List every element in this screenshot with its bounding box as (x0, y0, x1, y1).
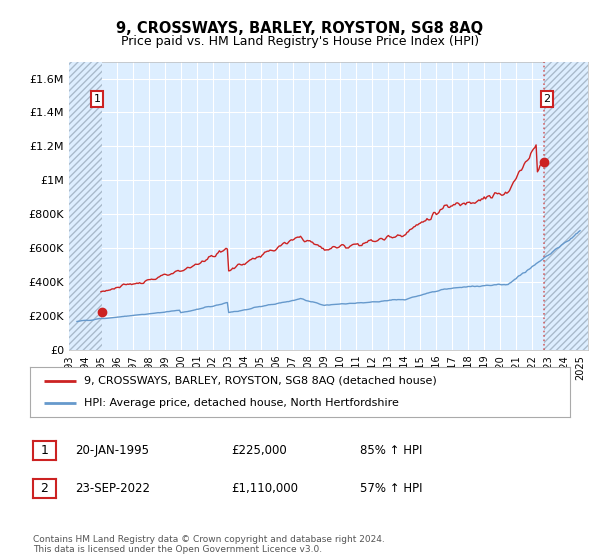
Text: Price paid vs. HM Land Registry's House Price Index (HPI): Price paid vs. HM Land Registry's House … (121, 35, 479, 48)
Text: 2: 2 (40, 482, 49, 495)
Text: Contains HM Land Registry data © Crown copyright and database right 2024.
This d: Contains HM Land Registry data © Crown c… (33, 535, 385, 554)
Text: 85% ↑ HPI: 85% ↑ HPI (360, 444, 422, 457)
Text: 23-SEP-2022: 23-SEP-2022 (75, 482, 150, 495)
Text: £225,000: £225,000 (231, 444, 287, 457)
Text: 9, CROSSWAYS, BARLEY, ROYSTON, SG8 8AQ (detached house): 9, CROSSWAYS, BARLEY, ROYSTON, SG8 8AQ (… (84, 376, 437, 386)
Text: 57% ↑ HPI: 57% ↑ HPI (360, 482, 422, 495)
Bar (69, 62, 102, 350)
Text: HPI: Average price, detached house, North Hertfordshire: HPI: Average price, detached house, Nort… (84, 398, 399, 408)
Text: 1: 1 (40, 444, 49, 457)
Text: 1: 1 (94, 94, 100, 104)
Text: 9, CROSSWAYS, BARLEY, ROYSTON, SG8 8AQ: 9, CROSSWAYS, BARLEY, ROYSTON, SG8 8AQ (116, 21, 484, 36)
Text: 20-JAN-1995: 20-JAN-1995 (75, 444, 149, 457)
Bar (544, 62, 588, 350)
Text: £1,110,000: £1,110,000 (231, 482, 298, 495)
Text: 2: 2 (544, 94, 551, 104)
